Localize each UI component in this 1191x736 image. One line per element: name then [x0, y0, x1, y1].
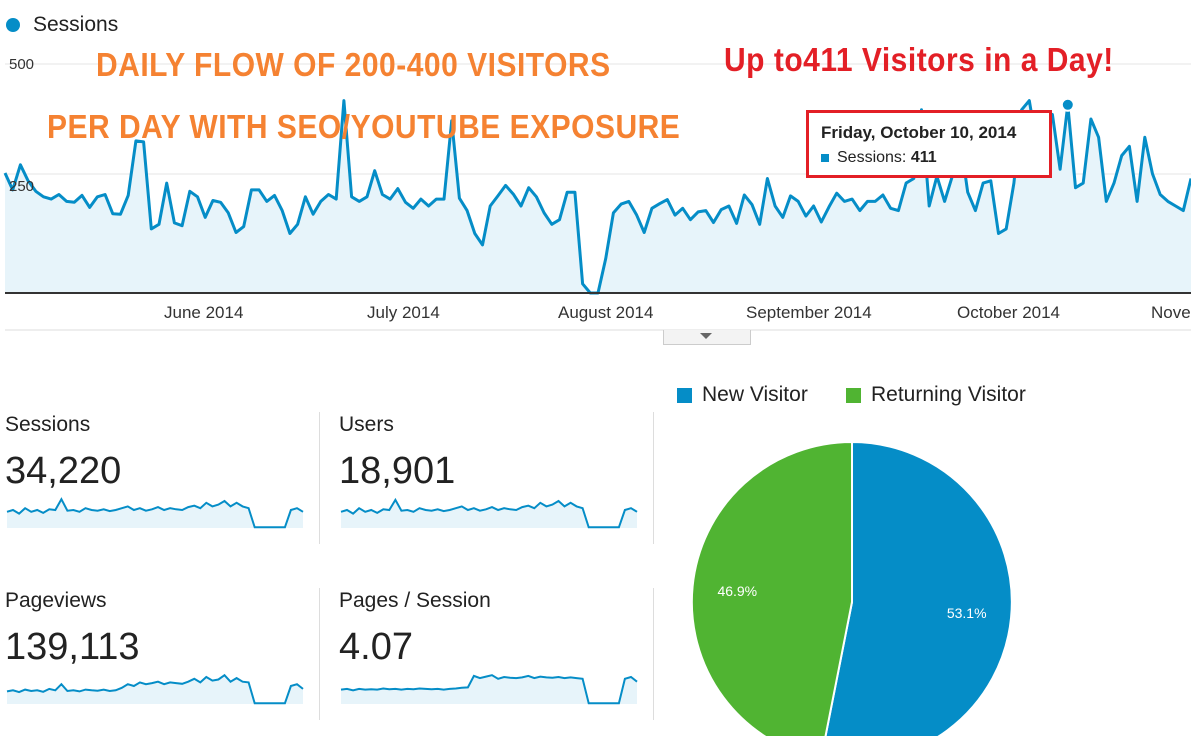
metric-pages-session-label: Pages / Session: [339, 589, 491, 612]
new-visitor-label: New Visitor: [702, 383, 808, 406]
promo-line-1: DAILY FLOW OF 200-400 VISITORS: [96, 47, 611, 84]
pie-slice-returning-visitor[interactable]: [690, 440, 853, 736]
returning-visitor-swatch: [846, 387, 861, 403]
visitor-type-pie-chart[interactable]: 53.1% 46.9%: [680, 430, 1020, 736]
peak-point[interactable]: [1060, 97, 1075, 112]
metric-sessions-sparkline: [6, 497, 304, 529]
pie-slice-new-visitor[interactable]: [821, 440, 1013, 736]
sparkline-area: [341, 675, 637, 704]
metric-pageviews-value: 139,113: [5, 626, 140, 668]
pie-legend-new[interactable]: New Visitor: [677, 383, 808, 407]
y-tick-500: 500: [9, 56, 35, 73]
sessions-line-chart[interactable]: [0, 40, 1191, 335]
pie-label-returning-visitor: 46.9%: [717, 583, 757, 599]
x-tick-november: Nove: [1151, 303, 1191, 322]
x-tick-july: July 2014: [367, 303, 440, 322]
sessions-area: [5, 100, 1191, 293]
new-visitor-swatch: [677, 387, 692, 403]
sparkline-area: [7, 499, 303, 528]
metric-users-label: Users: [339, 413, 394, 436]
metric-pages-session-value: 4.07: [339, 626, 413, 668]
metric-pageviews-sparkline: [6, 673, 304, 705]
sparkline-line: [340, 674, 638, 705]
pie-legend-returning[interactable]: Returning Visitor: [846, 383, 1026, 407]
chart-collapse-toggle[interactable]: [663, 330, 751, 345]
tooltip-value: 411: [910, 149, 937, 166]
metric-divider: [319, 412, 320, 544]
sparkline-line: [6, 673, 304, 705]
sparkline-area: [7, 675, 303, 704]
x-tick-october: October 2014: [957, 303, 1061, 322]
sessions-legend-dot: [6, 18, 20, 32]
tooltip-row: Sessions: 411: [821, 149, 1037, 167]
metric-users-sparkline: [340, 497, 638, 529]
tooltip-series-swatch: [821, 154, 829, 162]
chart-tooltip: Friday, October 10, 2014 Sessions: 411: [806, 110, 1052, 178]
sparkline-area: [341, 499, 637, 528]
returning-visitor-label: Returning Visitor: [871, 383, 1026, 406]
tooltip-date: Friday, October 10, 2014: [821, 123, 1017, 142]
promo-line-2: PER DAY WITH SEO/YOUTUBE EXPOSURE: [47, 109, 681, 146]
metric-users-value: 18,901: [339, 450, 456, 492]
x-tick-august: August 2014: [558, 303, 654, 322]
sparkline-line: [340, 497, 638, 529]
metric-pageviews-label: Pageviews: [5, 589, 107, 612]
y-tick-250: 250: [9, 178, 35, 195]
peak-annotation: Up to411 Visitors in a Day!: [724, 42, 1114, 79]
metric-divider: [319, 588, 320, 720]
sessions-legend-label: Sessions: [33, 13, 119, 36]
x-tick-june: June 2014: [164, 303, 244, 322]
sparkline-line: [6, 497, 304, 529]
tooltip-label: Sessions:: [837, 149, 907, 166]
x-tick-september: September 2014: [746, 303, 872, 322]
chart-legend: Sessions: [6, 13, 118, 37]
metric-sessions-value: 34,220: [5, 450, 122, 492]
pie-label-new-visitor: 53.1%: [947, 605, 987, 621]
metric-divider: [653, 412, 654, 544]
metric-pages-session-sparkline: [340, 674, 638, 705]
metric-divider: [653, 588, 654, 720]
metric-sessions-label: Sessions: [5, 413, 91, 436]
